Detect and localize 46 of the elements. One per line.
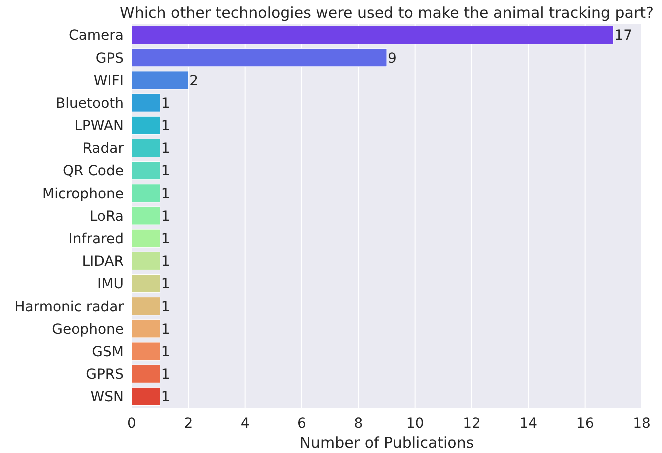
data-label: 17 [614, 28, 632, 44]
y-tick-label: Camera [69, 28, 124, 44]
y-tick-label: QR Code [62, 164, 124, 180]
y-tick-label: Harmonic radar [14, 299, 124, 316]
y-tick-label: LPWAN [74, 118, 124, 135]
data-label: 1 [161, 96, 170, 112]
x-tick-label: 16 [576, 416, 594, 432]
data-label: 1 [161, 322, 170, 338]
y-tick-label: Geophone [52, 322, 124, 338]
data-label: 1 [161, 208, 170, 225]
data-label: 1 [161, 141, 170, 158]
y-tick-label: GPRS [86, 367, 124, 384]
data-label: 1 [161, 118, 170, 135]
data-label: 1 [161, 344, 170, 360]
data-label: 2 [190, 73, 199, 90]
x-tick-label: 6 [298, 416, 307, 432]
y-tick-label: Radar [82, 141, 124, 158]
x-axis-title: Number of Publications [300, 434, 474, 452]
x-tick-label: 8 [354, 416, 364, 432]
chart-title: Which other technologies were used to make the animal tracking part? [120, 4, 654, 22]
data-label: 1 [161, 231, 170, 248]
data-label: 1 [161, 367, 170, 384]
data-label: 1 [161, 186, 170, 202]
x-tick-label: 14 [520, 416, 538, 432]
y-tick-label: Infrared [68, 231, 124, 248]
data-label: 1 [161, 254, 170, 270]
y-tick-label: IMU [98, 276, 124, 293]
x-tick-label: 12 [463, 416, 481, 432]
y-tick-label: LoRa [90, 208, 124, 225]
x-tick-label: 4 [240, 416, 250, 432]
data-label: 1 [161, 276, 170, 293]
data-label: 9 [388, 50, 397, 67]
x-tick-label: 18 [633, 416, 651, 432]
y-tick-label: Microphone [42, 186, 124, 202]
y-tick-label: LIDAR [82, 254, 124, 270]
x-tick-label: 0 [128, 416, 136, 432]
y-tick-label: GSM [92, 344, 124, 360]
data-label: 1 [161, 299, 170, 316]
x-tick-label: 10 [406, 416, 424, 432]
data-label: 1 [161, 390, 170, 406]
y-tick-label: WIFI [94, 73, 124, 90]
data-label: 1 [161, 164, 170, 180]
y-tick-label: GPS [96, 50, 124, 67]
x-tick-label: 2 [184, 416, 194, 432]
y-tick-label: Bluetooth [56, 96, 124, 112]
y-tick-label: WSN [90, 390, 124, 406]
